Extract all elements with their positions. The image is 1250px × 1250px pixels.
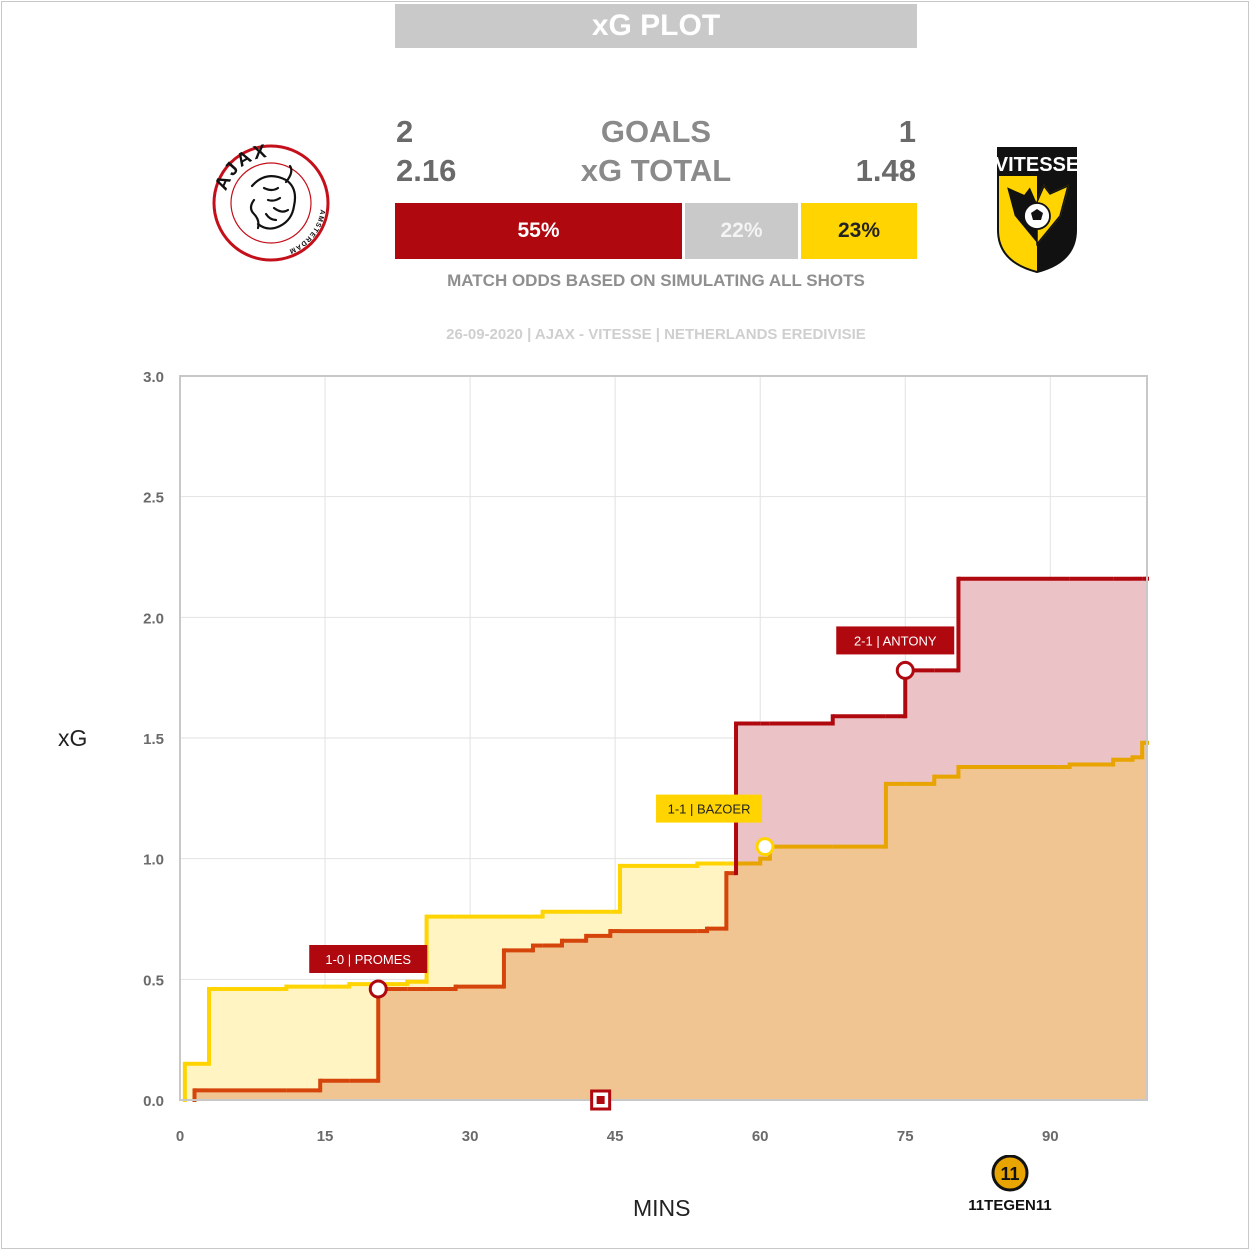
y-tick-label: 0.5: [143, 972, 164, 989]
football-icon: [1023, 202, 1051, 230]
x-tick-label: 15: [317, 1128, 334, 1145]
vitesse-name-text: VITESSE: [996, 154, 1078, 176]
y-tick-label: 3.0: [143, 369, 164, 386]
ajax-head-icon: [249, 164, 297, 230]
away-xg-total: 1.48: [855, 153, 916, 188]
x-tick-label: 60: [752, 1128, 769, 1145]
goal-marker: [755, 837, 775, 857]
halftime-marker-core: [596, 1096, 605, 1104]
home-goals: 2: [396, 114, 414, 149]
plot-frame: [179, 375, 1148, 1101]
goal-marker: [895, 660, 915, 680]
draw-odds: 22%: [685, 203, 798, 259]
y-tick-label: 1.0: [143, 852, 164, 869]
brand-logo: 11 11TEGEN11: [968, 1155, 1052, 1214]
away-goals: 1: [898, 114, 916, 149]
xg-total-label: xG TOTAL: [580, 153, 732, 188]
brand-circle-icon: [991, 1155, 1029, 1192]
goal-label: 2-1 | ANTONY: [854, 633, 937, 648]
goal-label: 1-0 | PROMES: [325, 952, 411, 967]
home-team-logo: AJAX AMSTERDAM: [211, 141, 330, 262]
x-tick-label: 45: [607, 1128, 624, 1145]
x-tick-label: 0: [176, 1128, 184, 1145]
goal-label: 1-1 | BAZOER: [668, 802, 751, 817]
away-win-odds: 23%: [801, 203, 917, 259]
x-axis-label: MINS: [633, 1195, 691, 1221]
goal-label-box: [309, 944, 428, 973]
x-tick-label: 90: [1042, 1128, 1059, 1145]
away-team-logo: VITESSE: [996, 147, 1078, 274]
y-tick-label: 0.0: [143, 1093, 164, 1110]
goal-marker: [368, 979, 388, 999]
home-win-odds: 55%: [395, 203, 682, 259]
overlap-xg-area: [180, 742, 1147, 1100]
y-tick-label: 1.5: [143, 731, 164, 748]
brand-mark-text: 11: [1000, 1164, 1019, 1184]
y-axis-label: xG: [58, 725, 88, 751]
goal-label-box: [836, 626, 955, 655]
x-tick-label: 75: [897, 1128, 914, 1145]
odds-caption: MATCH ODDS BASED ON SIMULATING ALL SHOTS: [447, 271, 865, 290]
y-tick-label: 2.5: [143, 490, 164, 507]
y-tick-label: 2.0: [143, 610, 164, 627]
x-tick-label: 30: [462, 1128, 479, 1145]
goal-label-box: [656, 794, 763, 823]
goals-label: GOALS: [600, 114, 712, 149]
page-title: xG PLOT: [395, 4, 917, 48]
match-info: 26-09-2020 | AJAX - VITESSE | NETHERLAND…: [446, 326, 866, 343]
home-xg-total: 2.16: [396, 153, 457, 188]
brand-name-text: 11TEGEN11: [968, 1197, 1051, 1214]
